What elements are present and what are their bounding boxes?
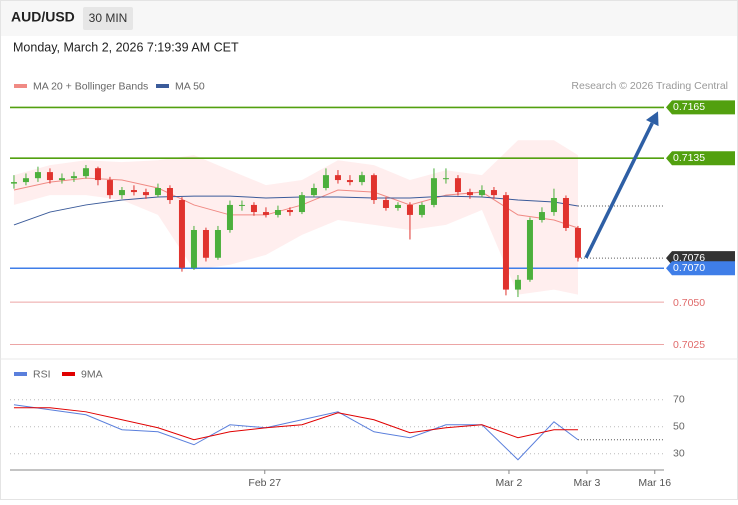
x-tick-label: Mar 2 — [496, 477, 523, 489]
rsi-tick-label: 30 — [673, 448, 685, 460]
candle-body — [346, 180, 353, 183]
credit: Research © 2026 Trading Central — [571, 80, 728, 92]
level-label: 0.7025 — [673, 339, 705, 351]
level-label: 0.7135 — [673, 152, 705, 164]
candle-body — [442, 178, 449, 180]
candle-body — [574, 227, 581, 258]
legend-label: MA 50 — [175, 80, 205, 92]
rsi-legend-swatch — [14, 372, 27, 376]
candle-body — [550, 197, 557, 213]
symbol: AUD/USD — [11, 9, 75, 25]
candle-body — [142, 192, 149, 196]
forecast-arrow — [584, 122, 654, 259]
candle-body — [370, 175, 377, 201]
timeframe-box — [83, 7, 133, 30]
candle-body — [358, 175, 365, 183]
level-label-box — [666, 261, 735, 276]
level-label-box — [666, 151, 735, 166]
legend-swatch — [156, 84, 169, 88]
candle-body — [94, 168, 101, 181]
candle-body — [82, 168, 89, 177]
candle-body — [526, 220, 533, 280]
candle-body — [10, 182, 17, 184]
candle-body — [226, 204, 233, 230]
candle-body — [502, 195, 509, 290]
rsi-tick-label: 70 — [673, 394, 685, 406]
candle-body — [490, 190, 497, 196]
candle-body — [46, 172, 53, 181]
candle-body — [562, 197, 569, 228]
candle-body — [394, 204, 401, 208]
candle-body — [478, 190, 485, 196]
level-label: 0.7165 — [673, 101, 705, 113]
x-tick-label: Mar 3 — [574, 477, 601, 489]
candle-body — [538, 212, 545, 221]
rsi-line — [13, 407, 578, 441]
rsi-legend-label: RSI — [33, 368, 51, 380]
candle-body — [514, 279, 521, 290]
candle-body — [322, 175, 329, 189]
forecast-arrowhead — [645, 111, 659, 127]
legend-label: MA 20 + Bollinger Bands — [33, 80, 148, 92]
rsi-legend-label: 9MA — [81, 368, 103, 380]
bollinger-band — [13, 140, 578, 295]
candle-body — [130, 190, 137, 193]
candle-body — [106, 180, 113, 196]
level-label-box — [666, 100, 735, 115]
candle-body — [430, 178, 437, 205]
candle-body — [190, 229, 197, 268]
candle-body — [298, 195, 305, 213]
candle-body — [70, 176, 77, 179]
candle-body — [286, 210, 293, 213]
candle-body — [334, 175, 341, 181]
candle-body — [250, 204, 257, 213]
candle-body — [238, 204, 245, 206]
legend-swatch — [14, 84, 27, 88]
candle-body — [214, 229, 221, 258]
candle-body — [262, 212, 269, 215]
level-label: 0.7070 — [673, 262, 705, 274]
candle-body — [382, 200, 389, 208]
candle-body — [418, 204, 425, 215]
candle-body — [406, 204, 413, 215]
rsi-line — [13, 404, 579, 461]
candle-body — [454, 178, 461, 193]
price-label: 0.7076 — [673, 252, 705, 264]
timeframe: 30 MIN — [89, 11, 128, 25]
candle-body — [34, 172, 41, 179]
level-label: 0.7050 — [673, 297, 705, 309]
timestamp: Monday, March 2, 2026 7:19:39 AM CET — [13, 40, 239, 54]
x-tick-label: Feb 27 — [248, 477, 281, 489]
rsi-legend-swatch — [62, 372, 75, 376]
candle-body — [466, 192, 473, 196]
candle-body — [118, 190, 125, 196]
candle-body — [310, 188, 317, 196]
candle-body — [58, 178, 65, 181]
rsi-tick-label: 50 — [673, 421, 685, 433]
candle-body — [166, 188, 173, 201]
candle-body — [202, 229, 209, 258]
candle-body — [274, 210, 281, 215]
candle-body — [178, 200, 185, 268]
candle-body — [154, 188, 161, 196]
candle-body — [22, 178, 29, 183]
x-tick-label: Mar 16 — [638, 477, 671, 489]
